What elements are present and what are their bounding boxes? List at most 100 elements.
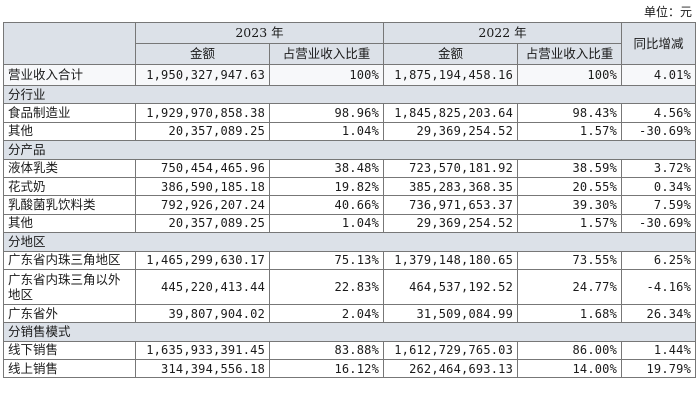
ratio-2023: 83.88%: [268, 340, 385, 361]
total-ratio-2022: 100%: [517, 64, 623, 86]
total-ratio-2023: 100%: [268, 64, 385, 86]
amount-2022: 31,509,084.99: [383, 303, 519, 324]
yoy: -30.69%: [621, 121, 697, 142]
row-label: 线下销售: [3, 340, 136, 361]
header-row-columns: 金额 占营业收入比重 金额 占营业收入比重: [4, 43, 696, 65]
table-row: 花式奶 386,590,185.18 19.82% 385,283,368.35 20.…: [3, 176, 697, 197]
table-row: 广东省内珠三角以外地区 445,220,413.44 22.83% 464,537,1…: [3, 268, 697, 305]
yoy: 6.25%: [621, 250, 697, 270]
header-ratio-2023: 占营业收入比重: [268, 43, 385, 65]
total-amount-2022: 1,875,194,458.16: [383, 64, 519, 86]
table-row: 广东省内珠三角地区 1,465,299,630.17 75.13% 1,379,148…: [3, 250, 697, 270]
section-title: 分销售模式: [2, 322, 697, 342]
amount-2023: 1,929,970,858.38: [135, 103, 270, 123]
ratio-2022: 39.30%: [517, 195, 623, 215]
section-title: 分行业: [2, 84, 697, 105]
row-label: 其他: [3, 121, 136, 142]
row-label: 花式奶: [3, 176, 136, 197]
total-amount-2023: 1,950,327,947.63: [135, 64, 270, 86]
header-blank-cell: [3, 22, 136, 65]
amount-2023: 386,590,185.18: [135, 176, 270, 197]
unit-label: 单位：元: [643, 5, 692, 19]
header-yoy: 同比增减: [621, 22, 697, 65]
header-year-2022: 2022 年: [383, 22, 623, 44]
table-row: 线上销售 314,394,556.18 16.12% 262,464,693.13 14…: [3, 359, 697, 379]
table-row: 线下销售 1,635,933,391.45 83.88% 1,612,729,765.…: [3, 340, 697, 361]
yoy: 1.44%: [621, 340, 697, 361]
total-label: 营业收入合计: [3, 64, 136, 86]
amount-2022: 1,612,729,765.03: [383, 340, 519, 361]
header-amount-2022: 金额: [383, 43, 519, 65]
table-row: 广东省外 39,807,904.02 2.04% 31,509,084.99 1.68%…: [3, 303, 697, 324]
amount-2022: 1,379,148,180.65: [383, 250, 519, 270]
row-label: 乳酸菌乳饮料类: [3, 195, 136, 215]
amount-2022: 1,845,825,203.64: [383, 103, 519, 123]
section-title: 分产品: [2, 140, 697, 160]
section-row: 分地区: [2, 232, 697, 252]
ratio-2022: 1.57%: [517, 213, 623, 234]
amount-2023: 314,394,556.18: [135, 359, 270, 379]
row-label: 液体乳类: [3, 158, 136, 178]
ratio-2023: 19.82%: [268, 176, 385, 197]
row-label: 广东省内珠三角地区: [3, 250, 136, 270]
table-row: 其他 20,357,089.25 1.04% 29,369,254.52 1.57% -3…: [3, 213, 697, 234]
yoy: 4.56%: [621, 103, 697, 123]
amount-2023: 750,454,465.96: [135, 158, 270, 178]
amount-2023: 1,635,933,391.45: [135, 340, 270, 361]
header-ratio-2022: 占营业收入比重: [517, 43, 623, 65]
row-label: 线上销售: [3, 359, 136, 379]
ratio-2023: 1.04%: [268, 121, 385, 142]
header-year-2023: 2023 年: [134, 22, 385, 44]
ratio-2022: 86.00%: [517, 340, 623, 361]
section-row: 分产品: [2, 140, 697, 160]
amount-2022: 736,971,653.37: [383, 195, 519, 215]
table-row: 乳酸菌乳饮料类 792,926,207.24 40.66% 736,971,653.3…: [3, 195, 697, 215]
amount-2023: 445,220,413.44: [135, 268, 270, 305]
ratio-2022: 73.55%: [517, 250, 623, 270]
header-amount-2023: 金额: [135, 43, 270, 65]
row-label: 广东省外: [3, 303, 136, 324]
yoy: -30.69%: [621, 213, 697, 234]
yoy: 0.34%: [621, 176, 697, 197]
table-row: 液体乳类 750,454,465.96 38.48% 723,570,181.92 38…: [3, 158, 697, 178]
ratio-2023: 1.04%: [268, 213, 385, 234]
section-row: 分销售模式: [2, 322, 697, 342]
yoy: 3.72%: [621, 158, 697, 178]
total-row: 营业收入合计 1,950,327,947.63 100% 1,875,194,4…: [3, 64, 697, 86]
revenue-table: 2023 年 2022 年 同比增减 金额 占营业收入比重 金额 占营业收入比重…: [2, 22, 697, 379]
row-label: 其他: [3, 213, 136, 234]
amount-2022: 464,537,192.52: [383, 268, 519, 305]
ratio-2022: 20.55%: [517, 176, 623, 197]
ratio-2022: 24.77%: [517, 268, 623, 305]
ratio-2022: 1.68%: [517, 303, 623, 324]
amount-2022: 262,464,693.13: [383, 359, 519, 379]
total-yoy: 4.01%: [621, 64, 697, 86]
yoy: 26.34%: [621, 303, 697, 324]
ratio-2023: 38.48%: [268, 158, 385, 178]
amount-2023: 20,357,089.25: [135, 213, 270, 234]
ratio-2022: 14.00%: [517, 359, 623, 379]
amount-2022: 385,283,368.35: [383, 176, 519, 197]
table-row: 其他 20,357,089.25 1.04% 29,369,254.52 1.57% -3…: [3, 121, 697, 142]
amount-2023: 1,465,299,630.17: [135, 250, 270, 270]
ratio-2022: 98.43%: [517, 103, 623, 123]
amount-2022: 29,369,254.52: [383, 213, 519, 234]
table-row: 食品制造业 1,929,970,858.38 98.96% 1,845,825,203…: [3, 103, 697, 123]
ratio-2023: 75.13%: [268, 250, 385, 270]
yoy: 19.79%: [621, 359, 697, 379]
ratio-2023: 16.12%: [268, 359, 385, 379]
amount-2023: 20,357,089.25: [135, 121, 270, 142]
ratio-2023: 98.96%: [268, 103, 385, 123]
table-body: 营业收入合计 1,950,327,947.63 100% 1,875,194,4…: [2, 64, 697, 379]
section-row: 分行业: [2, 84, 697, 105]
ratio-2022: 1.57%: [517, 121, 623, 142]
amount-2023: 39,807,904.02: [135, 303, 270, 324]
ratio-2022: 38.59%: [517, 158, 623, 178]
amount-2022: 723,570,181.92: [383, 158, 519, 178]
yoy: 7.59%: [621, 195, 697, 215]
row-label: 广东省内珠三角以外地区: [3, 268, 136, 305]
amount-2022: 29,369,254.52: [383, 121, 519, 142]
ratio-2023: 40.66%: [268, 195, 385, 215]
header-row-years: 2023 年 2022 年 同比增减: [3, 22, 697, 65]
amount-2023: 792,926,207.24: [135, 195, 270, 215]
